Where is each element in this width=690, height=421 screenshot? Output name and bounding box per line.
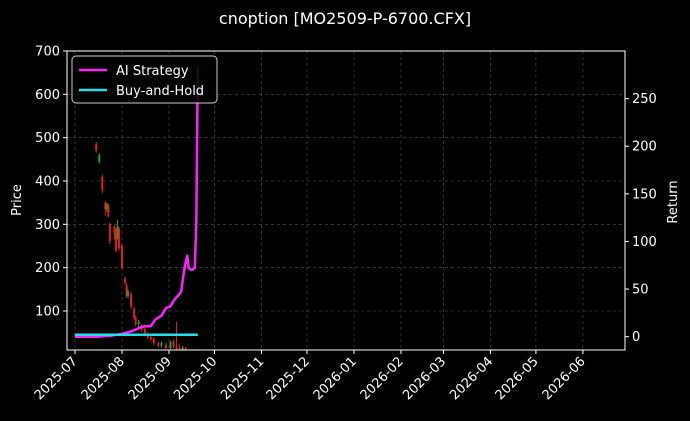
y-right-tick-label: 100 [632,235,657,250]
y-left-tick-label: 200 [35,261,60,276]
legend: AI Strategy Buy-and-Hold [71,55,218,104]
price-candles [95,142,187,350]
y-axis-right: 0 50 100 150 200 250 [625,92,657,345]
y-left-tick-label: 600 [35,88,60,103]
candle-body [137,321,140,324]
y-left-tick-label: 300 [35,218,60,233]
candle-body [133,308,136,318]
y-axis-left: 100 200 300 400 500 600 700 [35,45,67,320]
candle-body [149,337,152,340]
x-tick-label: 2025-11 [218,354,267,403]
legend-label-ai-strategy: AI Strategy [116,64,189,79]
candle-body [169,342,172,348]
candle-body [124,278,127,283]
legend-label-buy-and-hold: Buy-and-Hold [116,84,204,99]
candle-body [98,155,101,162]
plot-frame [66,50,626,351]
y-axis-left-title: Price [10,184,25,216]
candle-body [127,291,130,296]
y-left-tick-label: 500 [35,131,60,146]
candle-body [105,204,108,210]
candle-body [130,293,133,307]
candle-body [157,343,160,346]
candle-body [101,176,104,190]
candle-body [160,343,163,346]
y-left-tick-label: 700 [35,45,60,60]
candle-body [184,348,187,350]
x-tick-label: 2026-04 [447,354,496,403]
y-right-tick-label: 150 [632,187,657,202]
x-tick-label: 2026-06 [540,354,589,403]
candle-body [116,226,119,238]
y-right-tick-label: 50 [632,283,649,298]
candle-body [95,144,98,151]
candle-body [121,246,123,268]
y-right-tick-label: 0 [632,330,640,345]
y-right-tick-label: 200 [632,140,657,155]
x-tick-label: 2025-12 [264,354,313,403]
return-lines [75,67,200,338]
series-line-ai-strategy [75,67,200,338]
x-tick-label: 2026-05 [493,354,542,403]
x-tick-label: 2025-07 [32,354,81,403]
x-tick-label: 2025-09 [126,354,175,403]
y-left-tick-label: 100 [35,305,60,320]
candle-body [125,285,128,296]
x-tick-label: 2025-08 [79,354,128,403]
candle-body [117,228,120,249]
chart-title: cnoption [MO2509-P-6700.CFX] [219,9,471,28]
candle-body [113,226,116,233]
candle-body [143,329,146,334]
x-axis: 2025-072025-082025-092025-102025-112025-… [32,350,589,403]
candle-body [108,224,111,241]
candle-body [107,204,110,216]
x-tick-label: 2026-03 [400,354,449,403]
candle-body [152,338,155,344]
legend-box [71,55,218,104]
x-tick-label: 2025-10 [171,354,220,403]
candle-body [181,347,184,350]
candle-body [164,344,167,348]
y-axis-right-title: Return [666,180,681,223]
candle-body [172,341,175,347]
x-tick-label: 2026-01 [311,354,360,403]
candle-body [114,233,117,251]
candle-body [175,346,178,350]
candle-body [134,317,137,324]
candle-body [178,348,181,350]
x-tick-label: 2026-02 [358,354,407,403]
candle-body [104,202,107,210]
y-left-tick-label: 400 [35,175,60,190]
y-right-tick-label: 250 [632,92,657,107]
